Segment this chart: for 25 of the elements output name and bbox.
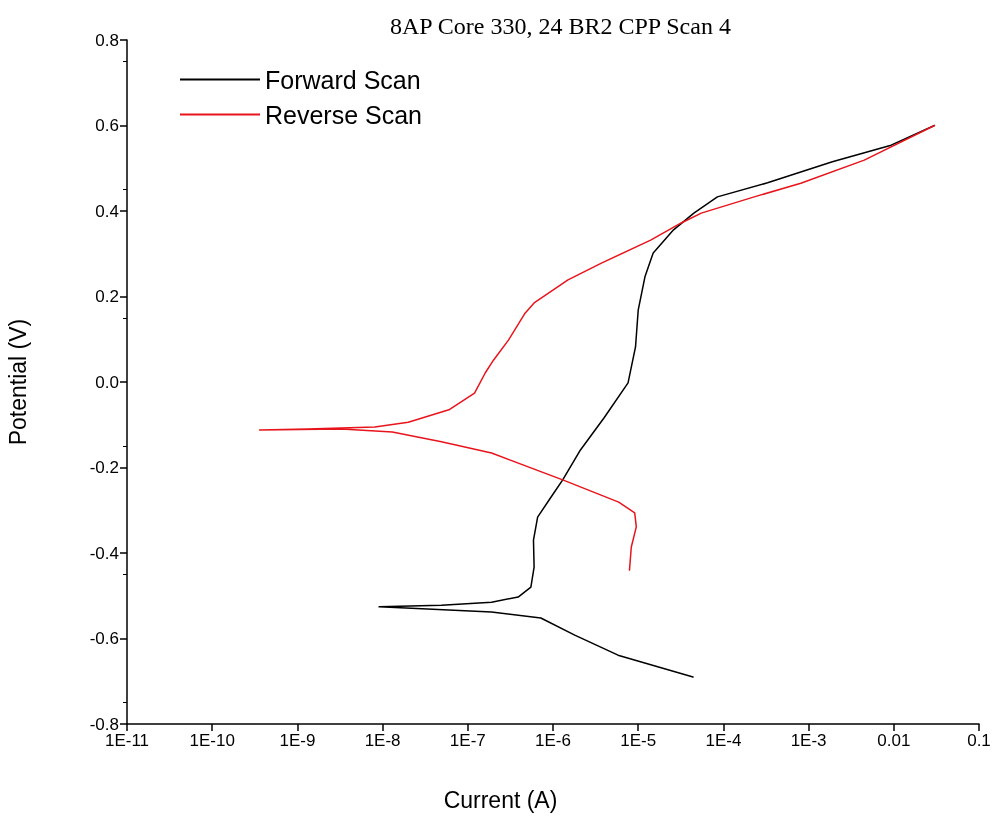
x-axis-title: Current (A) [443,786,558,813]
x-tick-label: 1E-8 [364,731,401,750]
legend-label: Reverse Scan [265,100,423,129]
x-tick-label: 1E-9 [279,731,316,750]
y-tick-label: -0.4 [89,543,119,563]
x-tick-label: 1E-6 [535,731,571,750]
x-tick-label: 1E-10 [189,731,235,750]
y-tick-label: 0.4 [95,201,119,221]
x-tick-label: 1E-11 [104,731,150,750]
legend-label: Forward Scan [265,65,421,94]
y-tick-label: -0.6 [89,629,119,648]
x-tick-label: 1E-5 [620,731,657,750]
y-tick-label: 0.2 [95,287,119,306]
y-tick-label: 0.6 [95,116,119,135]
y-tick-label: 0.0 [95,372,119,392]
y-tick-label: 0.8 [95,30,119,50]
y-tick-label: -0.8 [89,714,119,734]
y-tick-label: -0.2 [89,458,119,477]
chart-title: 8AP Core 330, 24 BR2 CPP Scan 4 [390,13,731,39]
x-tick-label: 0.01 [877,731,911,750]
x-tick-label: 1E-7 [449,731,486,750]
x-tick-label: 1E-3 [790,731,827,750]
x-tick-label: 0.1 [967,731,991,750]
y-axis-title: Potential (V) [5,318,31,446]
x-tick-label: 1E-4 [705,731,742,750]
